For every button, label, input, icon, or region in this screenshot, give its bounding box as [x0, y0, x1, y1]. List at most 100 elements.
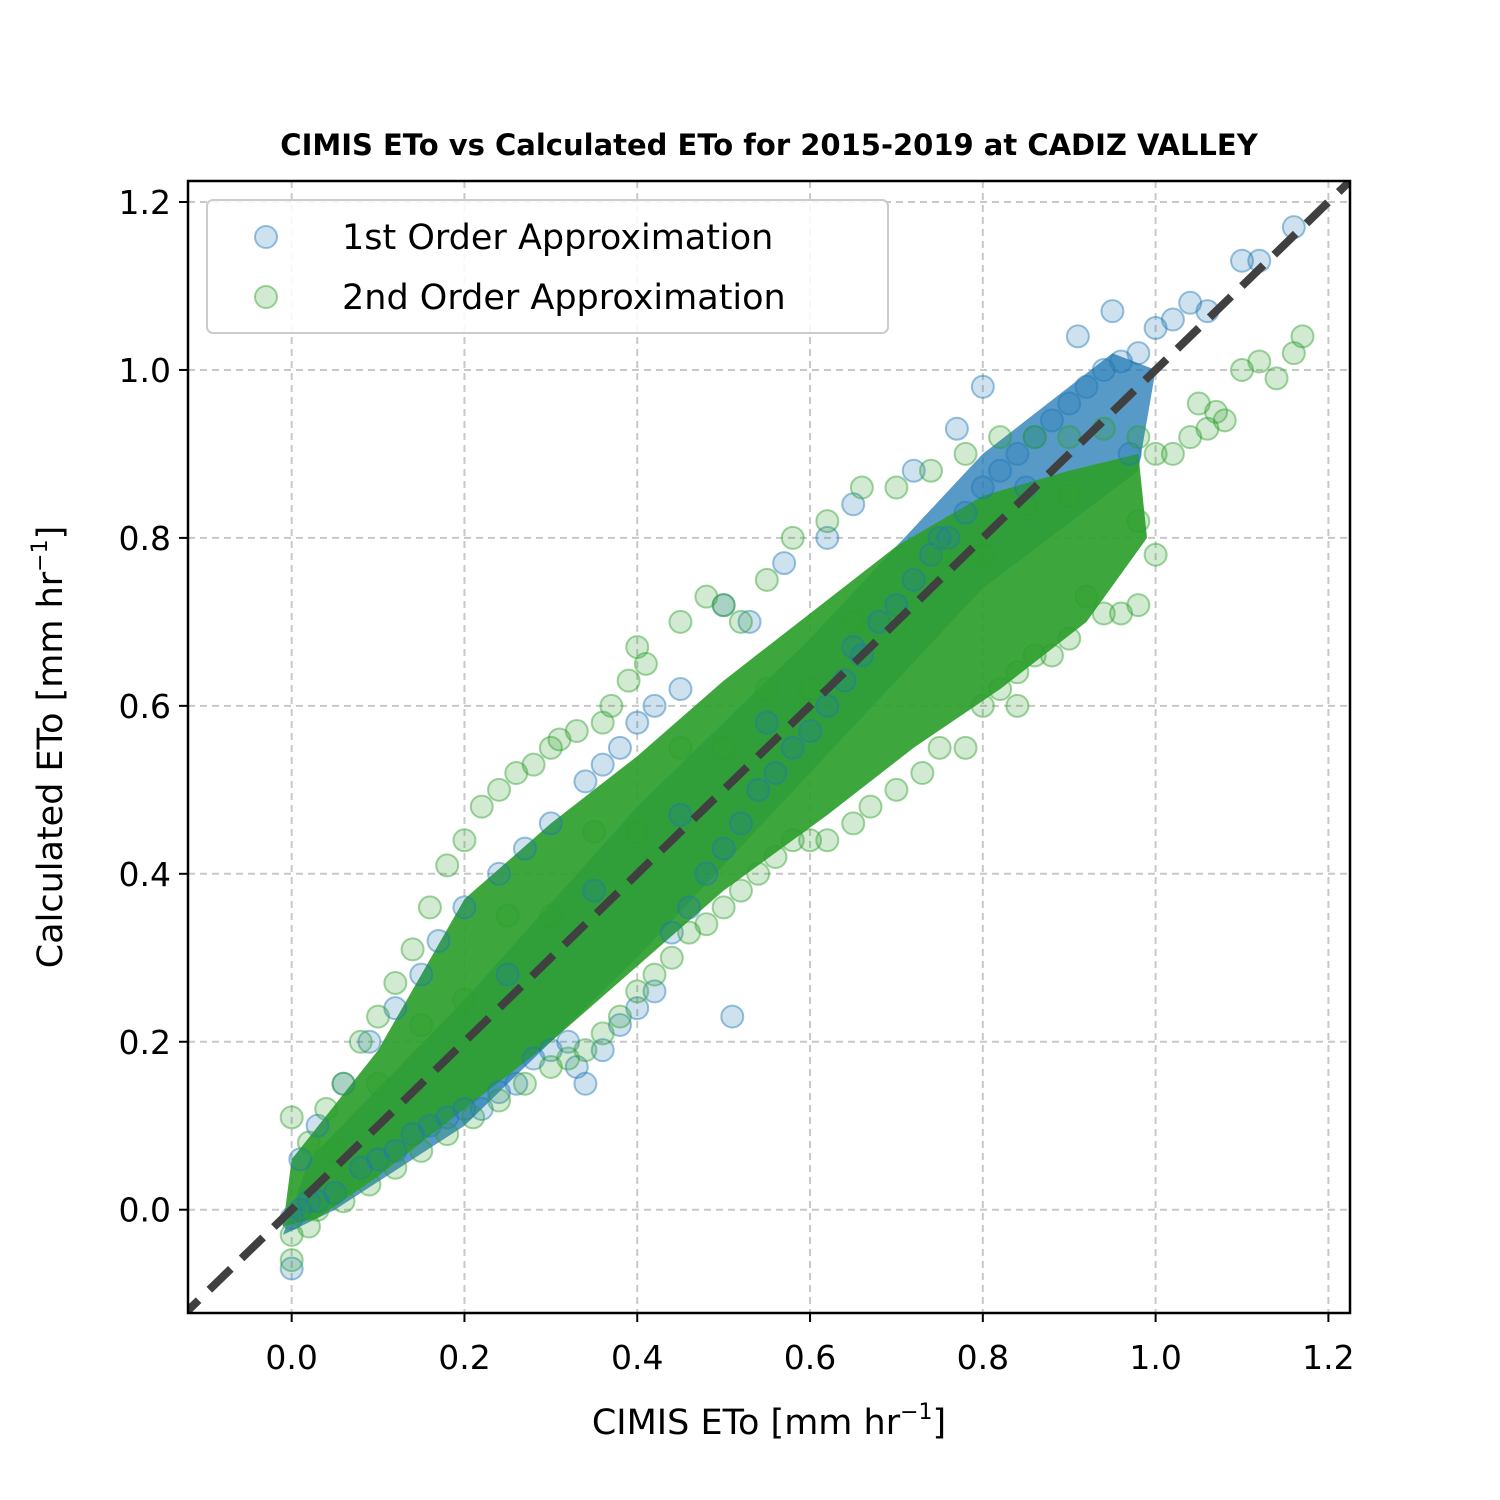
point-1st-order — [884, 593, 909, 618]
point-1st-order — [737, 609, 762, 634]
point-2nd-order — [538, 903, 563, 928]
point-2nd-order — [694, 584, 719, 609]
point-1st-order — [677, 895, 702, 920]
point-2nd-order — [815, 828, 840, 853]
point-2nd-order — [357, 1172, 382, 1197]
point-2nd-order — [279, 1105, 304, 1130]
point-1st-order — [1057, 391, 1082, 416]
point-2nd-order — [746, 861, 771, 886]
point-1st-order — [728, 811, 753, 836]
point-2nd-order — [1057, 626, 1082, 651]
y-tick-label: 1.0 — [119, 351, 171, 390]
legend-marker-1st-order — [254, 225, 278, 249]
point-2nd-order — [573, 1038, 598, 1063]
point-2nd-order — [858, 794, 883, 819]
y-axis-ticks: 0.0 0.2 0.4 0.6 0.8 1.0 1.2 — [119, 183, 188, 1230]
point-1st-order — [841, 635, 866, 660]
point-2nd-order — [1126, 425, 1151, 450]
x-tick-label: 1.2 — [1302, 1338, 1354, 1377]
point-1st-order — [754, 710, 779, 735]
point-2nd-order — [383, 1155, 408, 1180]
point-2nd-order — [1160, 441, 1185, 466]
point-1st-order — [772, 551, 797, 576]
point-2nd-order — [953, 735, 978, 760]
point-2nd-order — [625, 819, 650, 844]
point-2nd-order — [780, 525, 805, 550]
point-2nd-order — [668, 609, 693, 634]
reference-line-group — [188, 181, 1350, 1313]
point-1st-order — [763, 761, 788, 786]
point-1st-order — [590, 752, 615, 777]
point-2nd-order — [711, 593, 736, 618]
point-1st-order — [625, 710, 650, 735]
point-1st-order — [711, 836, 736, 861]
point-1st-order — [305, 1189, 330, 1214]
point-2nd-order — [1074, 584, 1099, 609]
y-tick-label: 0.0 — [119, 1191, 171, 1230]
point-1st-order — [841, 492, 866, 517]
point-1st-order — [417, 1113, 442, 1138]
point-2nd-order — [970, 542, 995, 567]
point-2nd-order — [1022, 425, 1047, 450]
point-2nd-order — [1264, 366, 1289, 391]
point-2nd-order — [849, 475, 874, 500]
point-1st-order — [564, 1054, 589, 1079]
point-2nd-order — [487, 777, 512, 802]
point-1st-order — [469, 1096, 494, 1121]
point-1st-order — [867, 609, 892, 634]
one-to-one-line — [188, 181, 1350, 1313]
point-2nd-order — [927, 735, 952, 760]
point-1st-order — [711, 593, 736, 618]
data-cloud — [283, 353, 1156, 1235]
point-2nd-order — [331, 1189, 356, 1214]
point-1st-order — [487, 861, 512, 886]
point-2nd-order — [1057, 425, 1082, 450]
point-2nd-order — [348, 1029, 373, 1054]
point-1st-order — [1091, 357, 1116, 382]
y-tick-label: 0.6 — [119, 687, 171, 726]
y-tick-label: 1.2 — [119, 183, 171, 222]
x-tick-label: 0.0 — [265, 1338, 317, 1377]
point-2nd-order — [1178, 425, 1203, 450]
point-2nd-order — [798, 677, 823, 702]
point-1st-order — [944, 416, 969, 441]
point-2nd-order — [1091, 601, 1116, 626]
point-2nd-order — [279, 1248, 304, 1273]
point-2nd-order — [1126, 593, 1151, 618]
point-1st-order — [521, 1046, 546, 1071]
point-2nd-order — [1212, 408, 1237, 433]
point-2nd-order — [1281, 341, 1306, 366]
point-2nd-order — [1195, 416, 1220, 441]
point-1st-order — [590, 1038, 615, 1063]
point-2nd-order — [564, 719, 589, 744]
point-2nd-order — [504, 761, 529, 786]
point-1st-order — [607, 1012, 632, 1037]
point-2nd-order — [884, 777, 909, 802]
chart-title: CIMIS ETo vs Calculated ETo for 2015-201… — [280, 128, 1258, 162]
point-2nd-order — [1143, 542, 1168, 567]
point-1st-order — [607, 735, 632, 760]
point-1st-order — [1160, 307, 1185, 332]
point-1st-order — [538, 811, 563, 836]
x-tick-label: 0.4 — [611, 1338, 663, 1377]
point-1st-order — [573, 769, 598, 794]
point-1st-order — [435, 1105, 460, 1130]
point-1st-order — [322, 1180, 347, 1205]
point-2nd-order — [607, 1004, 632, 1029]
point-2nd-order — [296, 1130, 321, 1155]
point-2nd-order — [487, 1088, 512, 1113]
point-2nd-order — [694, 912, 719, 937]
point-2nd-order — [383, 970, 408, 995]
point-2nd-order — [884, 475, 909, 500]
point-2nd-order — [469, 794, 494, 819]
point-1st-order — [1230, 248, 1255, 273]
point-1st-order — [556, 1029, 581, 1054]
point-2nd-order — [659, 945, 684, 970]
point-2nd-order — [599, 693, 624, 718]
point-2nd-order — [296, 1214, 321, 1239]
point-1st-order — [366, 1147, 391, 1172]
point-1st-order — [1117, 441, 1142, 466]
point-1st-order — [815, 693, 840, 718]
point-2nd-order — [417, 895, 442, 920]
